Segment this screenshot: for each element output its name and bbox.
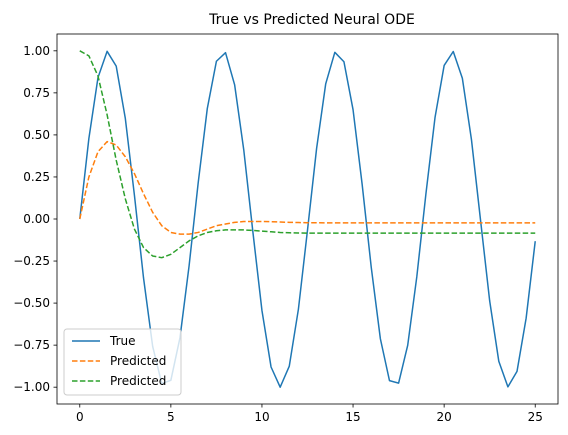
legend-label-2: Predicted [110,354,166,368]
x-tick-label: 10 [254,410,269,424]
legend-label-1: True [109,334,136,348]
x-tick-label: 15 [345,410,360,424]
x-tick-label: 5 [167,410,175,424]
x-tick-label: 25 [528,410,543,424]
series-line-3 [79,50,536,259]
series-line-2 [79,140,536,235]
y-tick-label: 0.25 [23,170,50,184]
y-tick-label: 0.75 [23,86,50,100]
y-tick-label: 0.50 [23,128,50,142]
y-tick-label: −0.25 [13,254,50,268]
y-tick-label: 0.00 [23,212,50,226]
legend-label-3: Predicted [110,374,166,388]
x-tick-label: 20 [436,410,451,424]
y-tick-label: 1.00 [23,44,50,58]
y-tick-label: −0.50 [13,296,50,310]
chart-title: True vs Predicted Neural ODE [208,12,415,28]
legend-box [63,328,182,396]
y-tick-label: −0.75 [13,338,50,352]
y-tick-label: −1.00 [13,380,50,394]
y-axis: −1.00 −0.75 −0.50 −0.25 0.00 0.25 0.50 0.75 1.00 [13,44,57,394]
x-tick-label: 0 [76,410,84,424]
legend: True Predicted Predicted [63,328,182,396]
x-axis: 0 5 10 15 20 25 [76,404,543,424]
